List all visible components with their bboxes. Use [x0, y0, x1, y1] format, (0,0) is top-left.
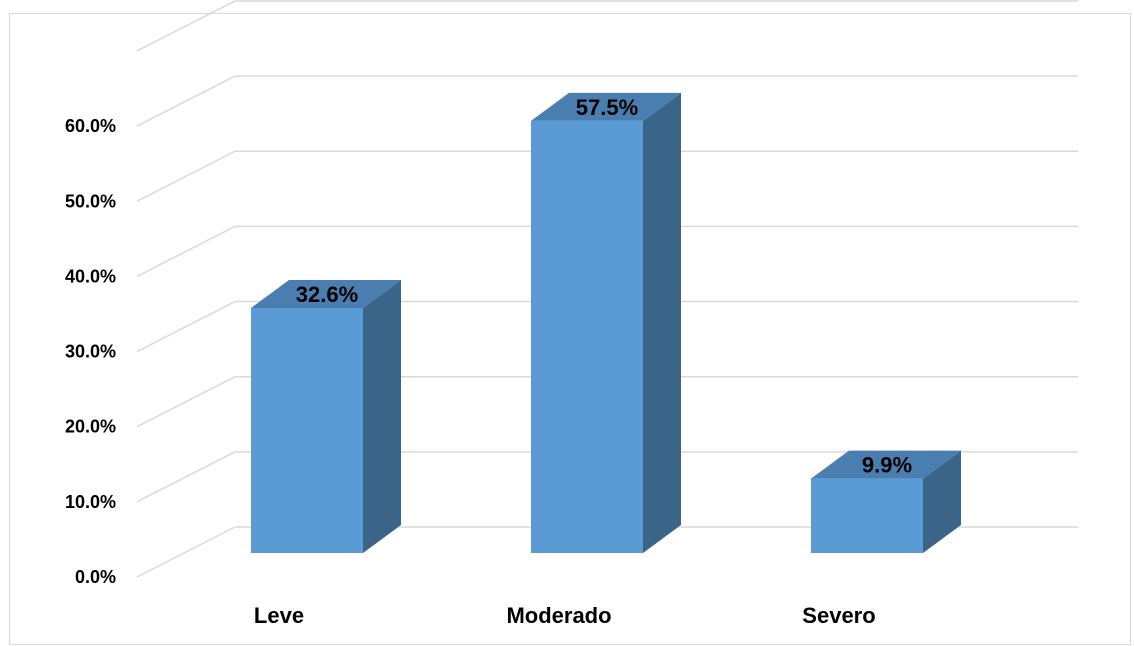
bar-front: [251, 308, 363, 553]
bar-top: [811, 450, 961, 479]
bar-front: [531, 120, 643, 553]
x-tick-label: Severo: [802, 603, 875, 628]
bar-leve: [251, 280, 401, 553]
gridline-diagonal: [136, 0, 236, 52]
x-tick-label: Moderado: [506, 603, 611, 628]
bar-top: [251, 280, 401, 309]
y-tick-label: 40.0%: [65, 266, 116, 286]
bar-front: [811, 478, 923, 553]
data-label: 57.5%: [576, 95, 638, 120]
gridline-diagonal: [136, 376, 236, 428]
bar-top: [531, 92, 681, 121]
data-label: 32.6%: [296, 282, 358, 307]
gridline-diagonal: [136, 451, 236, 503]
data-label: 9.9%: [862, 453, 912, 478]
y-tick-label: 60.0%: [65, 116, 116, 136]
data-labels: 32.6% 57.5% 9.9%: [296, 95, 912, 478]
bar-moderado: [531, 92, 681, 553]
x-axis-ticks: Leve Moderado Severo: [254, 603, 876, 628]
gridline-diagonal: [136, 225, 236, 278]
gridline-diagonal: [136, 150, 236, 202]
y-tick-label: 20.0%: [65, 417, 116, 437]
y-tick-label: 50.0%: [65, 191, 116, 211]
y-tick-label: 10.0%: [65, 492, 116, 512]
y-tick-label: 30.0%: [65, 342, 116, 362]
bar-side: [643, 92, 681, 553]
y-tick-label: 0.0%: [75, 567, 116, 587]
gridline-diagonal: [136, 300, 236, 353]
x-tick-label: Leve: [254, 603, 304, 628]
bar-severo: [811, 450, 961, 553]
bars: [251, 92, 961, 553]
bar-side: [363, 280, 401, 553]
y-axis-ticks: 0.0% 10.0% 20.0% 30.0% 40.0% 50.0% 60.0%: [65, 116, 116, 587]
gridline-diagonal: [136, 75, 236, 127]
gridline-diagonal: [136, 526, 236, 578]
bar-side: [923, 450, 961, 553]
